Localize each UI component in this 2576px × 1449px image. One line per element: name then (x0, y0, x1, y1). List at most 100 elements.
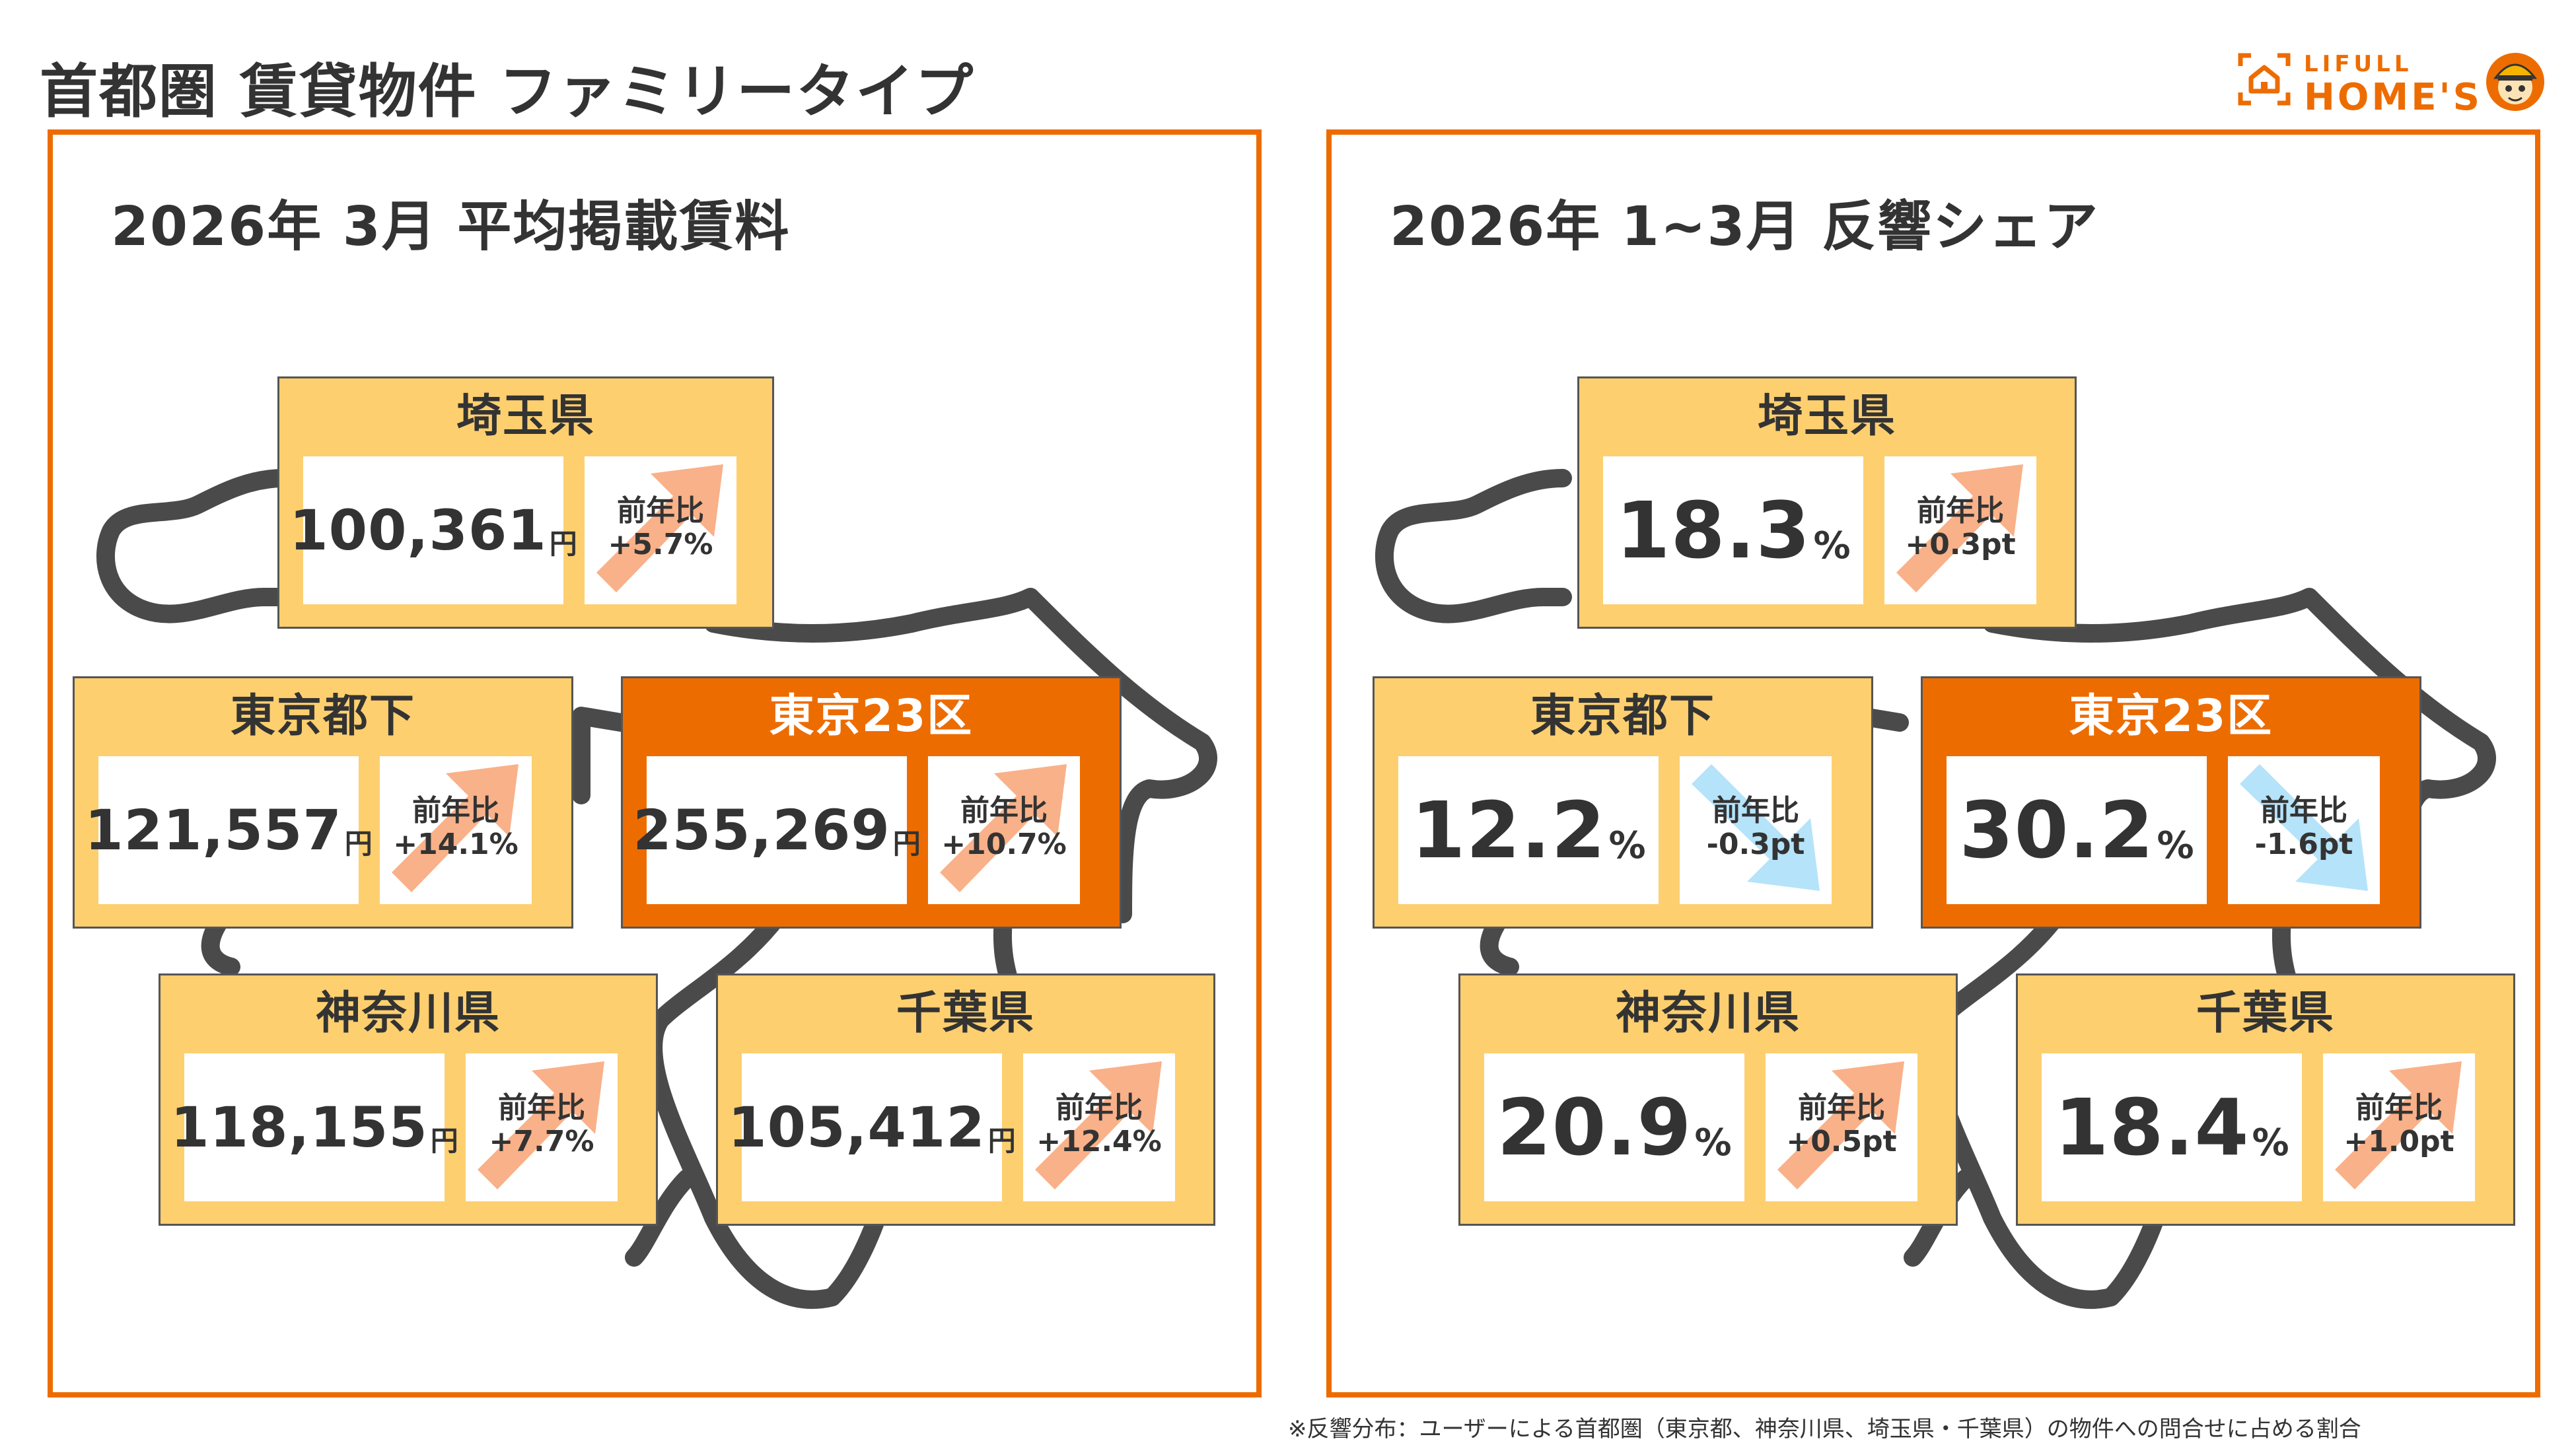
unit-label: 円 (549, 528, 577, 560)
value-box: 255,269 円 (633, 756, 921, 904)
unit-label: % (2252, 1121, 2289, 1164)
change-label: 前年比 (1917, 494, 2004, 528)
change-box: 前年比 +12.4% (1023, 1053, 1175, 1201)
change-label: 前年比 (617, 494, 704, 528)
kanto-map-outline (96, 469, 1217, 1309)
change-label: 前年比 (2355, 1091, 2443, 1125)
region-name: 東京都下 (1530, 690, 1715, 742)
region-name: 神奈川県 (1615, 987, 1801, 1040)
change-box: 前年比 +10.7% (928, 756, 1080, 904)
unit-label: % (1694, 1121, 1732, 1164)
rent-value: 118,155 (170, 1095, 428, 1160)
value-box: 18.4% (2042, 1053, 2302, 1201)
card-tokyo-23-wards: 東京23区 255,269 円 前年比 +10.7% (621, 676, 1122, 929)
change-value: -0.3pt (1706, 828, 1805, 861)
card-saitama: 埼玉県 100,361 円 前年比 +5.7% (277, 376, 774, 629)
change-box: 前年比 +14.1% (380, 756, 532, 904)
value-box: 20.9% (1484, 1053, 1744, 1201)
rent-value: 100,361 (289, 498, 547, 563)
change-value: +0.3pt (1905, 528, 2016, 561)
region-name: 埼玉県 (456, 390, 595, 442)
unit-label: 円 (987, 1125, 1016, 1157)
change-label: 前年比 (498, 1091, 585, 1125)
change-value: +0.5pt (1786, 1125, 1897, 1158)
change-value: +1.0pt (2343, 1125, 2454, 1158)
change-value: +10.7% (941, 828, 1067, 861)
share-value: 18.3 (1616, 485, 1811, 576)
card-tokyo-suburbs: 東京都下 121,557 円 前年比 +14.1% (73, 676, 573, 929)
change-label: 前年比 (1055, 1091, 1143, 1125)
arrow-up-icon (1035, 1061, 1162, 1189)
region-name: 埼玉県 (1757, 390, 1896, 442)
arrow-down-icon (2240, 764, 2368, 891)
region-name: 千葉県 (896, 987, 1035, 1040)
change-value: -1.6pt (2254, 828, 2353, 861)
logo-line2: HOME'S (2304, 76, 2482, 119)
card-saitama: 埼玉県 18.3% 前年比 +0.3pt (1577, 376, 2077, 629)
arrow-up-icon (1777, 1061, 1904, 1189)
footnote: ※反響分布：ユーザーによる首都圏（東京都、神奈川県、埼玉県・千葉県）の物件への問… (1288, 1416, 2361, 1442)
change-box: 前年比 +0.3pt (1884, 456, 2036, 604)
change-label: 前年比 (2260, 794, 2347, 828)
arrow-down-icon (1692, 764, 1820, 891)
share-panel: 2026年 1~3月 反響シェア 埼玉県 18.3% 前年比 +0.3pt 東京… (1326, 129, 2540, 1397)
value-box: 30.2% (1947, 756, 2207, 904)
region-name: 神奈川県 (315, 987, 501, 1040)
change-box: 前年比 -0.3pt (1680, 756, 1832, 904)
unit-label: 円 (892, 828, 921, 860)
change-label: 前年比 (1798, 1091, 1885, 1125)
value-box: 100,361 円 (289, 456, 577, 604)
page-title: 首都圏 賃貸物件 ファミリータイプ (40, 57, 975, 125)
change-label: 前年比 (1712, 794, 1799, 828)
share-panel-title: 2026年 1~3月 反響シェア (1390, 195, 2100, 258)
card-tokyo-23-wards: 東京23区 30.2% 前年比 -1.6pt (1921, 676, 2421, 929)
arrow-up-icon (596, 464, 723, 592)
unit-label: % (1813, 524, 1851, 567)
unit-label: 円 (430, 1125, 458, 1157)
value-box: 18.3% (1603, 456, 1863, 604)
value-box: 12.2% (1398, 756, 1659, 904)
card-kanagawa: 神奈川県 20.9% 前年比 +0.5pt (1458, 973, 1958, 1226)
region-name: 千葉県 (2196, 987, 2335, 1040)
rent-value: 105,412 (728, 1095, 985, 1160)
region-name: 東京23区 (2069, 690, 2273, 742)
unit-label: % (1608, 824, 1646, 867)
change-value: +14.1% (393, 828, 519, 861)
share-value: 12.2 (1411, 785, 1606, 876)
share-value: 30.2 (1959, 785, 2155, 876)
arrow-up-icon (1896, 464, 2023, 592)
change-box: 前年比 +0.5pt (1766, 1053, 1917, 1201)
change-value: +7.7% (489, 1125, 594, 1158)
lifull-homes-logo: LIFULL HOME'S (2238, 49, 2544, 122)
share-value: 18.4 (2054, 1082, 2250, 1173)
arrow-up-icon (478, 1061, 604, 1189)
card-tokyo-suburbs: 東京都下 12.2% 前年比 -0.3pt (1373, 676, 1873, 929)
card-chiba: 千葉県 105,412 円 前年比 +12.4% (716, 973, 1215, 1226)
region-name: 東京23区 (769, 690, 974, 742)
rent-value: 121,557 (85, 798, 342, 863)
logo-line1: LIFULL (2304, 51, 2413, 77)
change-box: 前年比 -1.6pt (2228, 756, 2380, 904)
value-box: 105,412 円 (728, 1053, 1016, 1201)
rent-panel-title: 2026年 3月 平均掲載賃料 (111, 195, 791, 258)
card-chiba: 千葉県 18.4% 前年比 +1.0pt (2016, 973, 2515, 1226)
card-kanagawa: 神奈川県 118,155 円 前年比 +7.7% (159, 973, 658, 1226)
arrow-up-icon (940, 764, 1067, 892)
value-box: 121,557 円 (85, 756, 373, 904)
share-value: 20.9 (1497, 1082, 1692, 1173)
rent-panel: 2026年 3月 平均掲載賃料 埼玉県 100,361 円 前年比 +5.7% 東… (48, 129, 1262, 1397)
arrow-up-icon (392, 764, 519, 892)
change-value: +12.4% (1036, 1125, 1162, 1158)
region-name: 東京都下 (230, 690, 415, 742)
logo-text: LIFULL HOME'S (2304, 53, 2482, 116)
change-value: +5.7% (608, 528, 713, 561)
change-box: 前年比 +1.0pt (2323, 1053, 2475, 1201)
value-box: 118,155 円 (170, 1053, 458, 1201)
change-label: 前年比 (412, 794, 499, 828)
house-icon (2238, 53, 2291, 106)
change-label: 前年比 (960, 794, 1048, 828)
rent-value: 255,269 (633, 798, 890, 863)
unit-label: 円 (344, 828, 373, 860)
mascot-icon (2486, 53, 2544, 111)
unit-label: % (2157, 824, 2194, 867)
